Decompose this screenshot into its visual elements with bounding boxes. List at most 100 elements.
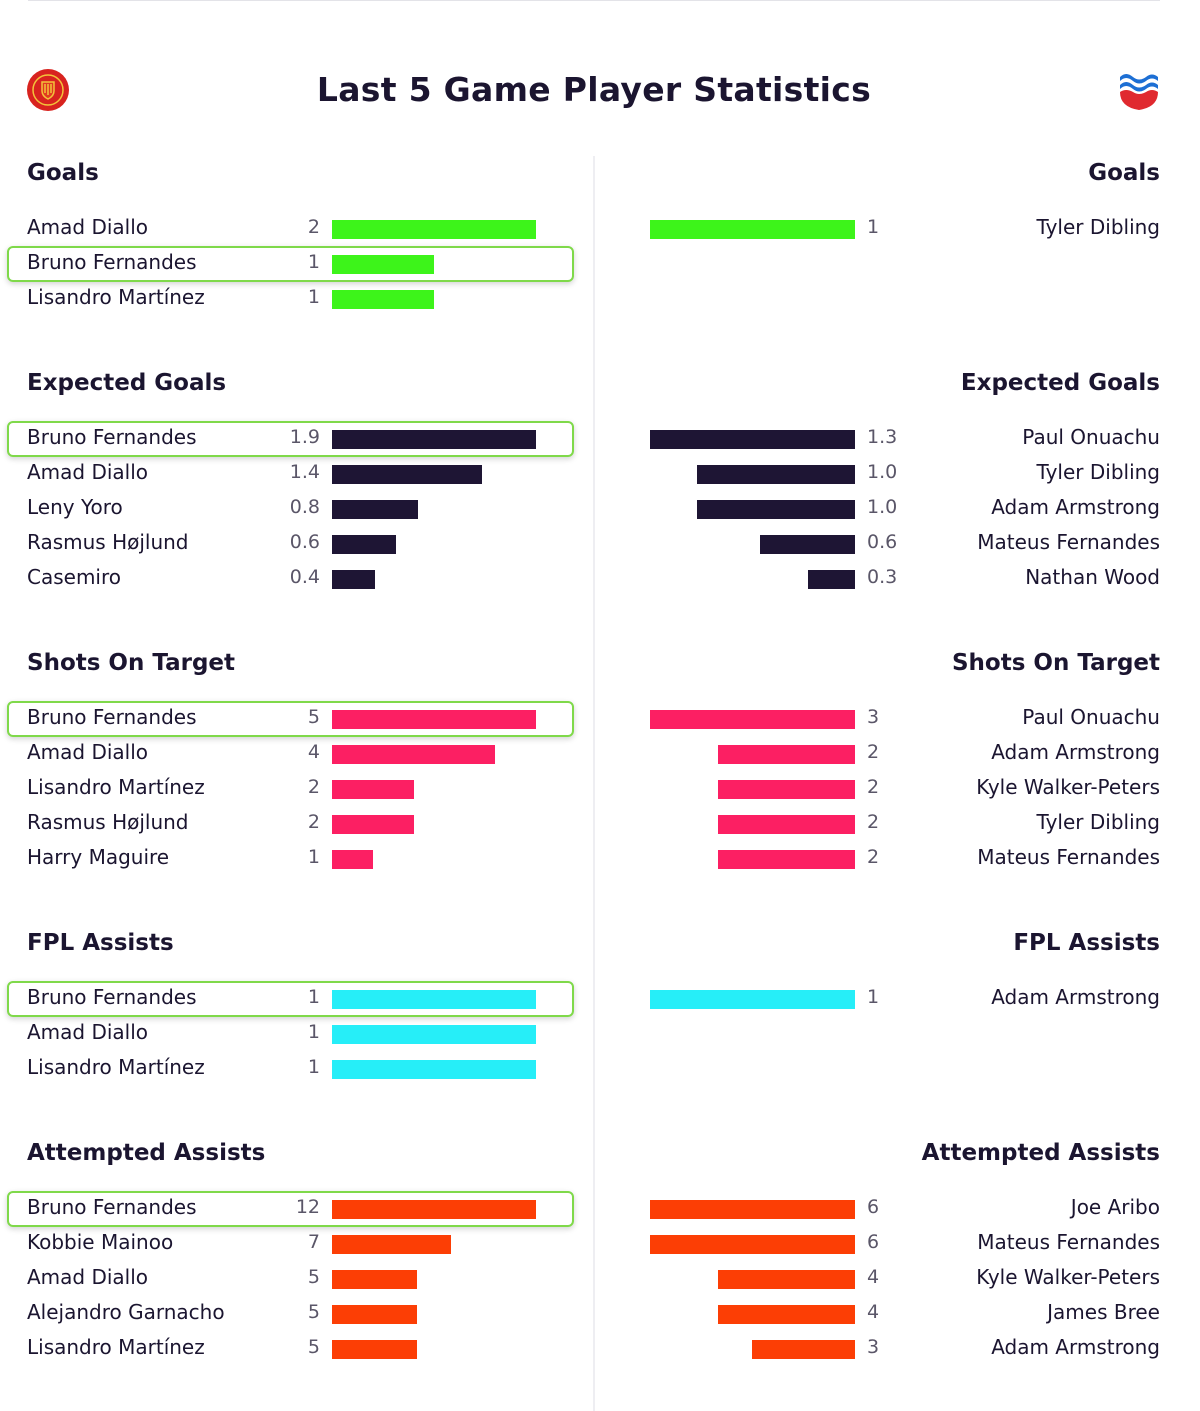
bar [332, 990, 536, 1009]
value-label: 1.0 [867, 496, 898, 518]
value-label: 0.8 [289, 496, 320, 518]
value-label: 12 [295, 1196, 320, 1218]
bar [332, 465, 482, 484]
value-label: 1 [867, 216, 880, 238]
player-name: Bruno Fernandes [27, 985, 197, 1009]
bar [718, 815, 855, 834]
value-label: 0.3 [867, 566, 898, 588]
bar [718, 1305, 855, 1324]
player-name: Lisandro Martínez [27, 1055, 205, 1079]
value-label: 1.0 [867, 461, 898, 483]
highlight-box [7, 981, 574, 1017]
bar [650, 220, 855, 239]
bar [650, 710, 855, 729]
player-name: Bruno Fernandes [27, 250, 197, 274]
goals-heading-right: Goals [1088, 160, 1160, 186]
highlight-box [7, 246, 574, 282]
bar [332, 1235, 451, 1254]
player-name: Bruno Fernandes [27, 1195, 197, 1219]
bar [332, 815, 414, 834]
bar [332, 745, 495, 764]
bar [332, 220, 536, 239]
player-name: Nathan Wood [1025, 565, 1160, 589]
player-name: Lisandro Martínez [27, 775, 205, 799]
bar [332, 1025, 536, 1044]
value-label: 1 [307, 286, 320, 308]
bar [332, 850, 373, 869]
southampton-crest-icon [1120, 74, 1158, 110]
player-name: Lisandro Martínez [27, 285, 205, 309]
player-name: Rasmus Højlund [27, 810, 189, 834]
highlight-box [7, 701, 574, 737]
bar [332, 1270, 417, 1289]
shots-on-target-heading-left: Shots On Target [27, 650, 236, 676]
bar [650, 1235, 855, 1254]
top-divider [28, 0, 1160, 1]
bar [697, 465, 855, 484]
bar [332, 430, 536, 449]
expected-goals-heading-left: Expected Goals [27, 370, 227, 396]
player-name: Leny Yoro [27, 495, 123, 519]
player-name: Tyler Dibling [1036, 460, 1160, 484]
bar [718, 850, 855, 869]
bar [760, 535, 855, 554]
center-divider [593, 156, 595, 1411]
bar [752, 1340, 855, 1359]
value-label: 1 [307, 1056, 320, 1078]
highlight-box [7, 421, 574, 457]
value-label: 1 [307, 846, 320, 868]
player-name: Paul Onuachu [1022, 705, 1160, 729]
player-name: Kyle Walker-Peters [976, 1265, 1160, 1289]
value-label: 5 [307, 706, 320, 728]
value-label: 5 [307, 1336, 320, 1358]
bar [332, 780, 414, 799]
bar [332, 710, 536, 729]
player-name: Harry Maguire [27, 845, 170, 869]
value-label: 3 [867, 1336, 880, 1358]
player-name: Amad Diallo [27, 740, 149, 764]
value-label: 4 [867, 1301, 880, 1323]
value-label: 2 [307, 216, 320, 238]
value-label: 1 [307, 986, 320, 1008]
bar [332, 1340, 417, 1359]
player-name: Kobbie Mainoo [27, 1230, 174, 1254]
bar [808, 570, 855, 589]
player-name: Mateus Fernandes [977, 530, 1160, 554]
bar [650, 990, 855, 1009]
value-label: 5 [307, 1301, 320, 1323]
value-label: 2 [867, 846, 880, 868]
value-label: 1 [307, 251, 320, 273]
bar [332, 255, 434, 274]
player-name: Amad Diallo [27, 1020, 149, 1044]
bar [332, 1060, 536, 1079]
value-label: 2 [867, 741, 880, 763]
value-label: 6 [867, 1196, 880, 1218]
highlight-box [7, 1191, 574, 1227]
bar [332, 570, 375, 589]
value-label: 1.4 [289, 461, 320, 483]
player-name: Tyler Dibling [1036, 215, 1160, 239]
player-name: Alejandro Garnacho [27, 1300, 225, 1324]
player-name: Mateus Fernandes [977, 1230, 1160, 1254]
player-name: Amad Diallo [27, 215, 149, 239]
page-title: Last 5 Game Player Statistics [316, 70, 872, 109]
value-label: 6 [867, 1231, 880, 1253]
value-label: 4 [307, 741, 320, 763]
value-label: 0.4 [289, 566, 320, 588]
shots-on-target-heading-right: Shots On Target [951, 650, 1160, 676]
bar [332, 1305, 417, 1324]
value-label: 4 [867, 1266, 880, 1288]
value-label: 0.6 [289, 531, 320, 553]
player-name: Mateus Fernandes [977, 845, 1160, 869]
value-label: 2 [867, 776, 880, 798]
player-name: Adam Armstrong [991, 495, 1160, 519]
player-name: Amad Diallo [27, 460, 149, 484]
value-label: 1.3 [867, 426, 898, 448]
player-name: Tyler Dibling [1036, 810, 1160, 834]
bar [718, 1270, 855, 1289]
fpl-assists-heading-right: FPL Assists [1013, 930, 1160, 956]
player-name: James Bree [1047, 1300, 1160, 1324]
player-name: Paul Onuachu [1022, 425, 1160, 449]
value-label: 3 [867, 706, 880, 728]
bar [650, 430, 855, 449]
